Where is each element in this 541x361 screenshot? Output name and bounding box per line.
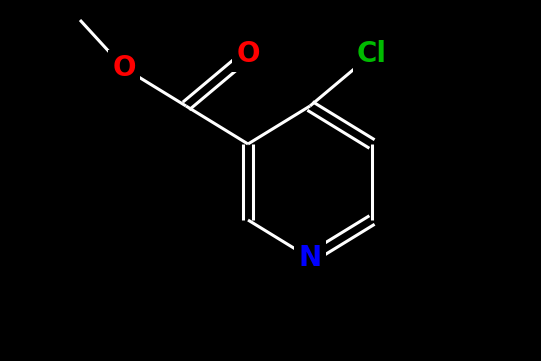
Text: O: O [236, 40, 260, 68]
Text: Cl: Cl [357, 40, 387, 68]
Text: O: O [112, 54, 136, 82]
Text: N: N [299, 244, 321, 272]
